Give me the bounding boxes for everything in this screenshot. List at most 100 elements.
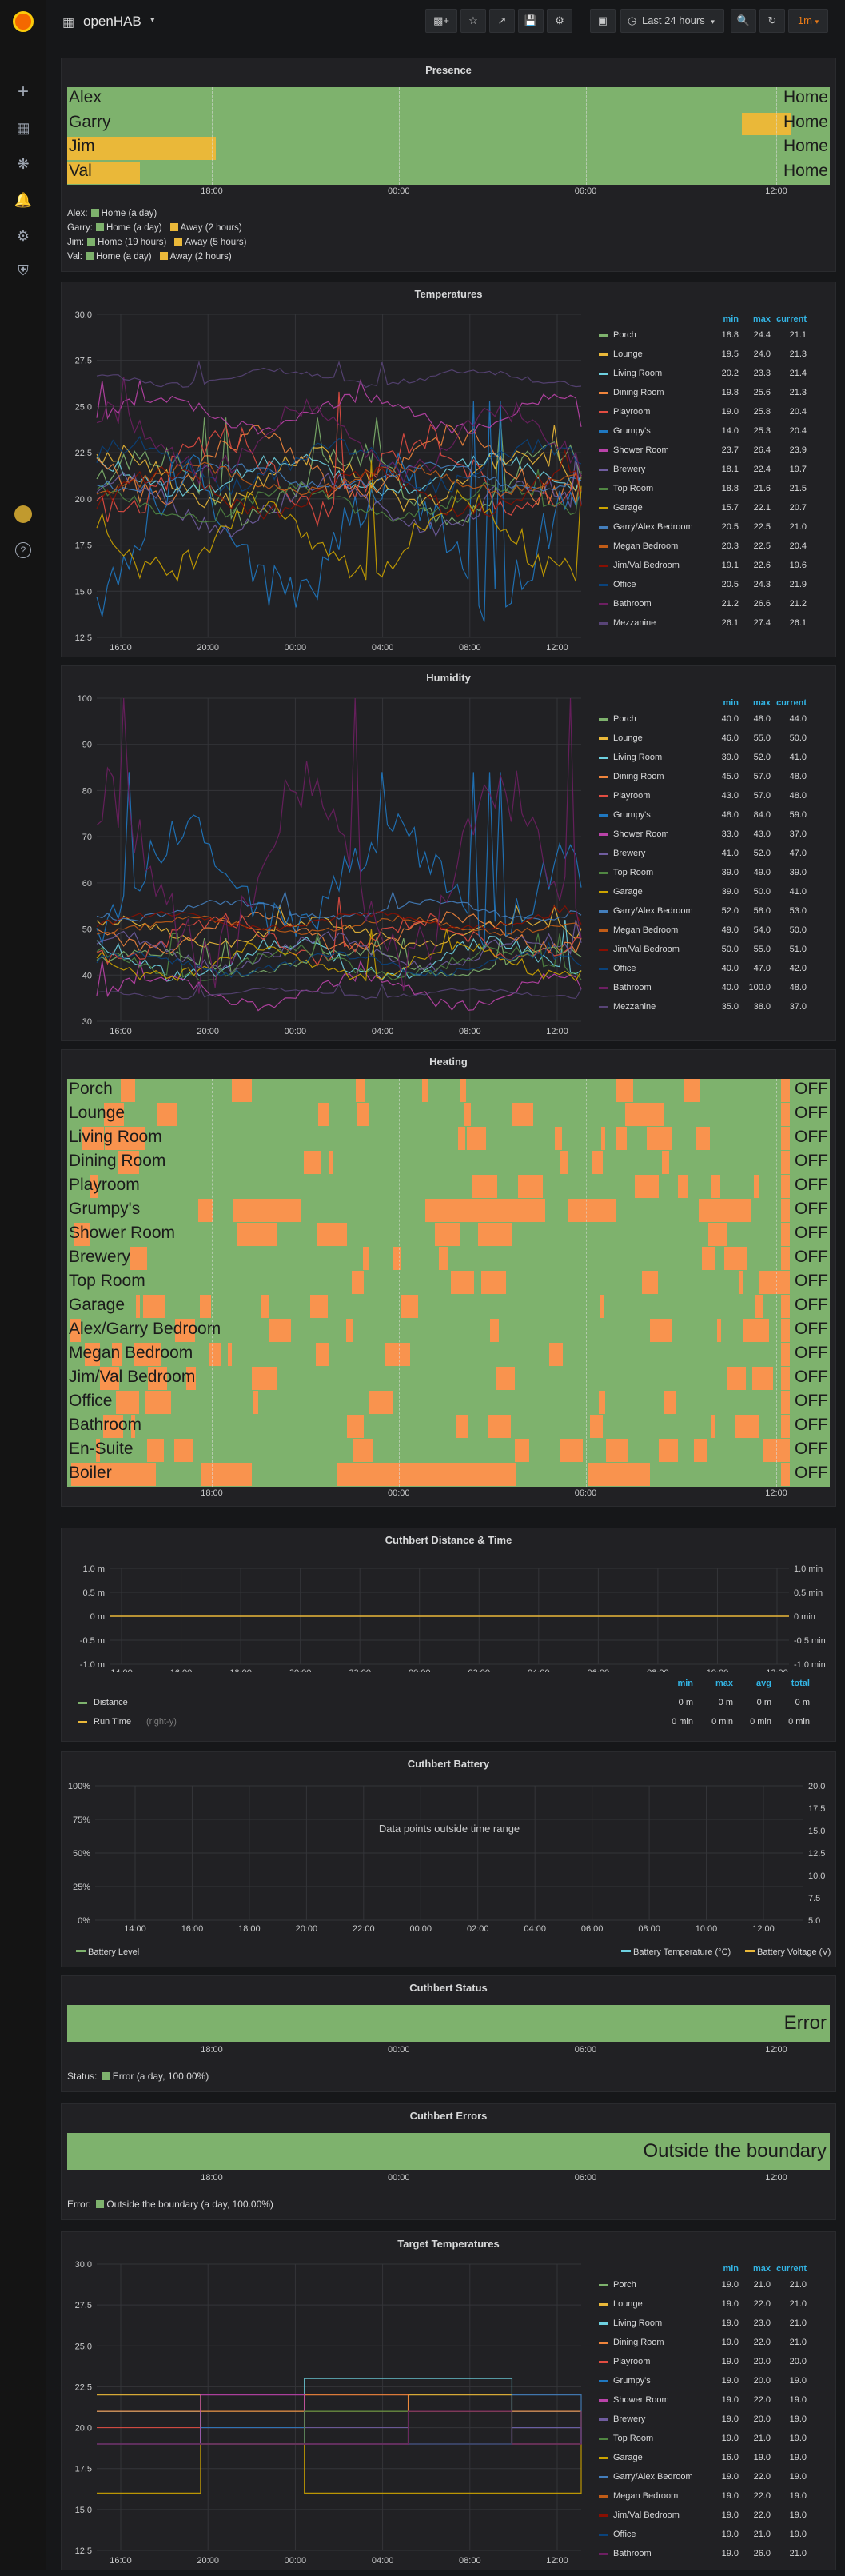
- legend-row[interactable]: Bathroom 21.2 26.6 21.2: [599, 596, 819, 615]
- legend-item[interactable]: Battery Level: [76, 1947, 139, 1957]
- legend-row[interactable]: Garage 15.7 22.1 20.7: [599, 500, 819, 519]
- legend-row[interactable]: Living Room 19.0 23.0 21.0: [599, 2315, 819, 2334]
- legend-row[interactable]: Grumpy's 14.0 25.3 20.4: [599, 423, 819, 442]
- legend-item[interactable]: Battery Voltage (V): [745, 1947, 831, 1957]
- legend-row[interactable]: Top Room 19.0 21.0 19.0: [599, 2430, 819, 2450]
- legend-column-header[interactable]: max: [752, 698, 771, 708]
- panel-title[interactable]: Cuthbert Status: [409, 1982, 488, 1994]
- legend-row[interactable]: Living Room 39.0 52.0 41.0: [599, 749, 819, 769]
- legend-row[interactable]: Brewery 18.1 22.4 19.7: [599, 461, 819, 481]
- avatar[interactable]: [14, 505, 32, 523]
- panel-title[interactable]: Temperatures: [414, 288, 483, 300]
- legend-row[interactable]: Top Room 39.0 49.0 39.0: [599, 865, 819, 884]
- legend-row[interactable]: Dining Room 19.0 22.0 21.0: [599, 2334, 819, 2354]
- legend-row[interactable]: Jim/Val Bedroom 50.0 55.0 51.0: [599, 941, 819, 961]
- legend-row[interactable]: Distance 0 m 0 m 0 m 0 m: [78, 1695, 829, 1712]
- legend-row[interactable]: Garry/Alex Bedroom 19.0 22.0 19.0: [599, 2469, 819, 2488]
- explore-icon[interactable]: ❋: [17, 156, 30, 172]
- legend-row[interactable]: Mezzanine 35.0 38.0 37.0: [599, 999, 819, 1018]
- legend-column-header[interactable]: min: [677, 1679, 693, 1688]
- legend-row[interactable]: Lounge 19.5 24.0 21.3: [599, 346, 819, 365]
- legend-row[interactable]: Brewery 41.0 52.0 47.0: [599, 845, 819, 865]
- legend-column-header[interactable]: current: [776, 314, 807, 324]
- panel-title[interactable]: Target Temperatures: [397, 2238, 500, 2250]
- legend-row[interactable]: Garry/Alex Bedroom 52.0 58.0 53.0: [599, 903, 819, 922]
- legend-row[interactable]: Garage 39.0 50.0 41.0: [599, 884, 819, 903]
- legend-row[interactable]: Megan Bedroom 19.0 22.0 19.0: [599, 2488, 819, 2507]
- refresh-interval-button[interactable]: 1m ▾: [788, 9, 828, 33]
- legend-item[interactable]: Battery Temperature (°C): [621, 1947, 731, 1957]
- legend-row[interactable]: Garry/Alex Bedroom 20.5 22.5 21.0: [599, 519, 819, 538]
- legend-row[interactable]: Mezzanine 26.1 27.4 26.1: [599, 615, 819, 634]
- chevron-down-icon[interactable]: ▾: [150, 15, 155, 25]
- dashboard-title[interactable]: openHAB: [83, 14, 141, 29]
- legend-row[interactable]: Office 40.0 47.0 42.0: [599, 961, 819, 980]
- tv-mode-button[interactable]: ▣: [590, 9, 616, 33]
- add-panel-button[interactable]: ▩+: [425, 9, 457, 33]
- legend-row[interactable]: Bathroom 40.0 100.0 48.0: [599, 980, 819, 999]
- time-picker-button[interactable]: ◷ Last 24 hours ▾: [620, 9, 724, 33]
- star-button[interactable]: ☆: [460, 9, 486, 33]
- legend-row[interactable]: Shower Room 19.0 22.0 19.0: [599, 2392, 819, 2411]
- panel-title[interactable]: Presence: [425, 64, 472, 76]
- grafana-logo-icon[interactable]: [13, 11, 34, 32]
- panel-title[interactable]: Cuthbert Battery: [407, 1758, 490, 1770]
- legend-row[interactable]: Lounge 19.0 22.0 21.0: [599, 2296, 819, 2315]
- alerting-icon[interactable]: 🔔: [14, 192, 33, 208]
- share-button[interactable]: ↗: [489, 9, 515, 33]
- legend-item[interactable]: Home (19 hours): [98, 238, 167, 247]
- refresh-button[interactable]: ↻: [759, 9, 785, 33]
- legend-row[interactable]: Office 19.0 21.0 19.0: [599, 2526, 819, 2546]
- legend-row[interactable]: Run Time (right-y) 0 min 0 min 0 min 0 min: [78, 1714, 829, 1731]
- legend-item[interactable]: Outside the boundary (a day, 100.00%): [106, 2199, 273, 2210]
- legend-row[interactable]: Porch 40.0 48.0 44.0: [599, 711, 819, 730]
- legend-row[interactable]: Jim/Val Bedroom 19.0 22.0 19.0: [599, 2507, 819, 2526]
- legend-row[interactable]: Office 20.5 24.3 21.9: [599, 577, 819, 596]
- legend-column-header[interactable]: avg: [756, 1679, 771, 1688]
- legend-row[interactable]: Grumpy's 48.0 84.0 59.0: [599, 807, 819, 826]
- legend-row[interactable]: Bathroom 19.0 26.0 21.0: [599, 2546, 819, 2565]
- legend-column-header[interactable]: max: [752, 314, 771, 324]
- plus-icon[interactable]: +: [17, 81, 29, 102]
- legend-row[interactable]: Playroom 43.0 57.0 48.0: [599, 788, 819, 807]
- legend-item[interactable]: Away (2 hours): [169, 252, 232, 262]
- legend-row[interactable]: Porch 19.0 21.0 21.0: [599, 2277, 819, 2296]
- legend-row[interactable]: Porch 18.8 24.4 21.1: [599, 327, 819, 346]
- legend-item[interactable]: Home (a day): [95, 252, 152, 262]
- legend-row[interactable]: Dining Room 19.8 25.6 21.3: [599, 385, 819, 404]
- dashboards-icon[interactable]: ▦: [62, 16, 75, 30]
- legend-item[interactable]: Away (2 hours): [180, 223, 242, 233]
- legend-column-header[interactable]: min: [723, 2264, 739, 2274]
- legend-column-header[interactable]: max: [715, 1679, 733, 1688]
- legend-column-header[interactable]: min: [723, 698, 739, 708]
- legend-row[interactable]: Dining Room 45.0 57.0 48.0: [599, 769, 819, 788]
- shield-icon[interactable]: ⛨: [18, 262, 29, 278]
- legend-row[interactable]: Jim/Val Bedroom 19.1 22.6 19.6: [599, 557, 819, 577]
- legend-row[interactable]: Grumpy's 19.0 20.0 19.0: [599, 2373, 819, 2392]
- legend-item[interactable]: Home (a day): [101, 209, 157, 218]
- legend-column-header[interactable]: total: [791, 1679, 810, 1688]
- legend-column-header[interactable]: current: [776, 2264, 807, 2274]
- help-icon[interactable]: ?: [15, 542, 31, 558]
- legend-row[interactable]: Garage 16.0 19.0 19.0: [599, 2450, 819, 2469]
- panel-title[interactable]: Cuthbert Errors: [409, 2110, 488, 2122]
- legend-row[interactable]: Shower Room 23.7 26.4 23.9: [599, 442, 819, 461]
- legend-row[interactable]: Megan Bedroom 20.3 22.5 20.4: [599, 538, 819, 557]
- legend-column-header[interactable]: max: [752, 2264, 771, 2274]
- legend-row[interactable]: Megan Bedroom 49.0 54.0 50.0: [599, 922, 819, 941]
- legend-column-header[interactable]: current: [776, 698, 807, 708]
- legend-item[interactable]: Error (a day, 100.00%): [112, 2071, 209, 2082]
- legend-row[interactable]: Brewery 19.0 20.0 19.0: [599, 2411, 819, 2430]
- legend-row[interactable]: Playroom 19.0 20.0 20.0: [599, 2354, 819, 2373]
- legend-row[interactable]: Shower Room 33.0 43.0 37.0: [599, 826, 819, 845]
- panel-title[interactable]: Cuthbert Distance & Time: [385, 1534, 512, 1546]
- zoom-out-button[interactable]: 🔍: [731, 9, 756, 33]
- legend-row[interactable]: Playroom 19.0 25.8 20.4: [599, 404, 819, 423]
- panel-title[interactable]: Heating: [429, 1056, 468, 1068]
- panel-title[interactable]: Humidity: [426, 672, 471, 684]
- legend-row[interactable]: Lounge 46.0 55.0 50.0: [599, 730, 819, 749]
- legend-column-header[interactable]: min: [723, 314, 739, 324]
- settings-button[interactable]: ⚙: [547, 9, 572, 33]
- save-button[interactable]: 💾: [518, 9, 544, 33]
- dashboards-icon[interactable]: ▦: [16, 120, 30, 136]
